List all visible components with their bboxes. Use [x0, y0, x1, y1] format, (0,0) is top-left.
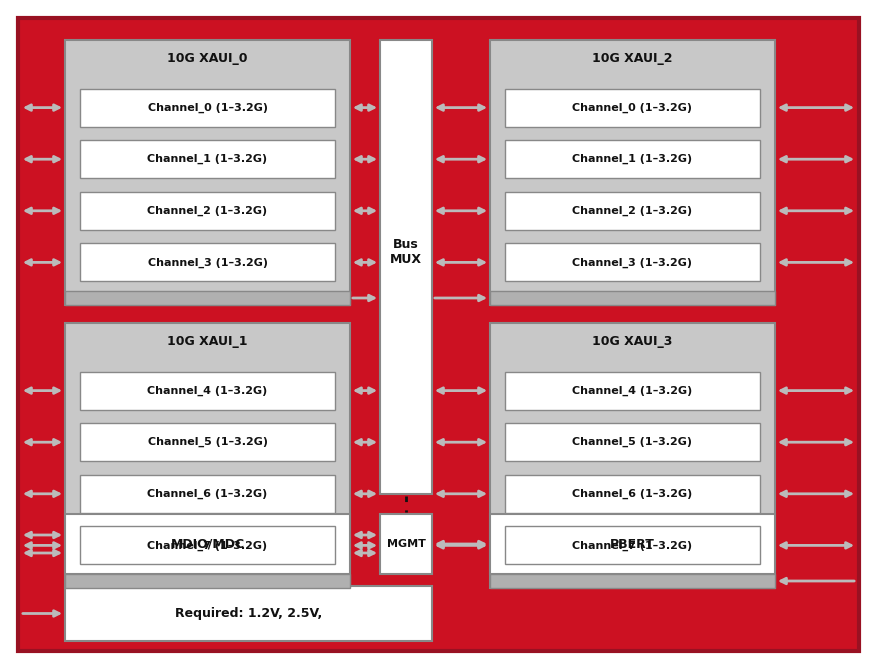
Text: Channel_1 (1–3.2G): Channel_1 (1–3.2G) [147, 154, 267, 165]
Bar [380, 40, 432, 494]
Text: MDIO/MDC: MDIO/MDC [170, 537, 245, 551]
Text: Channel_7 (1–3.2G): Channel_7 (1–3.2G) [573, 541, 693, 551]
Bar [80, 475, 335, 513]
Text: Channel_6 (1–3.2G): Channel_6 (1–3.2G) [147, 488, 267, 499]
Text: Required: 1.2V, 2.5V,: Required: 1.2V, 2.5V, [175, 607, 322, 620]
Bar [65, 40, 350, 305]
Text: Channel_0 (1–3.2G): Channel_0 (1–3.2G) [573, 102, 693, 113]
Bar [65, 291, 350, 305]
Bar [80, 423, 335, 461]
Text: Channel_6 (1–3.2G): Channel_6 (1–3.2G) [573, 488, 693, 499]
Text: 10G XAUI_3: 10G XAUI_3 [592, 334, 673, 347]
Text: BCM8040: BCM8040 [629, 609, 731, 628]
Text: MGMT: MGMT [387, 539, 425, 549]
Text: Channel_4 (1–3.2G): Channel_4 (1–3.2G) [147, 385, 267, 396]
Bar [505, 527, 760, 565]
Text: 10G XAUI_0: 10G XAUI_0 [168, 52, 247, 64]
Bar [505, 475, 760, 513]
Bar [65, 323, 350, 588]
Bar [80, 527, 335, 565]
Bar [65, 514, 350, 574]
Text: Channel_4 (1–3.2G): Channel_4 (1–3.2G) [573, 385, 693, 396]
Text: 10G XAUI_2: 10G XAUI_2 [592, 52, 673, 64]
Text: Channel_1 (1–3.2G): Channel_1 (1–3.2G) [573, 154, 693, 165]
Bar [505, 371, 760, 409]
Bar [490, 574, 775, 588]
Text: Channel_0 (1–3.2G): Channel_0 (1–3.2G) [147, 102, 267, 113]
Bar [80, 140, 335, 178]
Bar [490, 40, 775, 305]
Bar [490, 291, 775, 305]
Bar [380, 514, 432, 574]
Bar [65, 574, 350, 588]
Bar [80, 192, 335, 229]
Bar [80, 371, 335, 409]
Text: Channel_2 (1–3.2G): Channel_2 (1–3.2G) [147, 205, 267, 216]
Text: 10G XAUI_1: 10G XAUI_1 [168, 334, 247, 347]
Bar [505, 192, 760, 229]
Text: Channel_3 (1–3.2G): Channel_3 (1–3.2G) [147, 258, 267, 268]
Bar [80, 88, 335, 126]
Text: Channel_5 (1–3.2G): Channel_5 (1–3.2G) [147, 437, 267, 448]
Bar [505, 88, 760, 126]
Bar [505, 140, 760, 178]
Text: PBERT: PBERT [610, 537, 655, 551]
Bar [505, 423, 760, 461]
Text: Bus
MUX: Bus MUX [390, 238, 422, 266]
Bar [490, 323, 775, 588]
Bar [65, 586, 432, 641]
Bar [505, 244, 760, 282]
Bar [80, 244, 335, 282]
Bar [490, 514, 775, 574]
Text: Channel_3 (1–3.2G): Channel_3 (1–3.2G) [573, 258, 693, 268]
Text: Channel_2 (1–3.2G): Channel_2 (1–3.2G) [573, 205, 693, 216]
Text: Channel_5 (1–3.2G): Channel_5 (1–3.2G) [573, 437, 693, 448]
Text: Channel_7 (1–3.2G): Channel_7 (1–3.2G) [147, 541, 267, 551]
